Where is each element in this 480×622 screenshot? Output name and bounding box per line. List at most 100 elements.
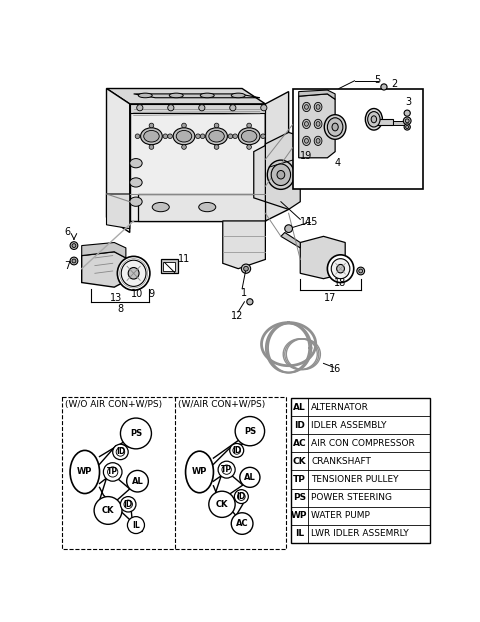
Polygon shape (299, 94, 335, 158)
Circle shape (261, 104, 267, 111)
Circle shape (381, 84, 387, 90)
Text: AC: AC (236, 519, 249, 528)
Circle shape (235, 417, 264, 446)
Text: (W/AIR CON+W/PS): (W/AIR CON+W/PS) (178, 400, 265, 409)
Ellipse shape (117, 256, 150, 290)
Text: 1: 1 (241, 287, 248, 297)
Circle shape (113, 444, 128, 460)
Ellipse shape (277, 170, 285, 179)
Bar (292, 88, 423, 188)
Text: LWR IDLER ASSEMRLY: LWR IDLER ASSEMRLY (311, 529, 409, 538)
Ellipse shape (176, 131, 192, 142)
Circle shape (94, 496, 122, 524)
Ellipse shape (130, 178, 142, 187)
Text: AL: AL (293, 402, 306, 412)
Circle shape (228, 134, 233, 139)
Circle shape (359, 269, 362, 273)
Polygon shape (107, 88, 130, 233)
Circle shape (234, 490, 248, 504)
Text: 7: 7 (65, 261, 71, 271)
Bar (374, 119, 393, 126)
Circle shape (233, 447, 240, 454)
Text: 19: 19 (300, 151, 312, 161)
Ellipse shape (121, 260, 146, 286)
Ellipse shape (314, 119, 322, 129)
Ellipse shape (304, 104, 308, 109)
Text: ID: ID (116, 447, 125, 457)
Ellipse shape (169, 93, 183, 98)
Text: CRANKSHAFT: CRANKSHAFT (311, 457, 371, 466)
Ellipse shape (331, 259, 350, 279)
Text: WP: WP (291, 511, 308, 520)
Ellipse shape (327, 118, 343, 136)
Polygon shape (133, 94, 260, 98)
Ellipse shape (271, 164, 290, 185)
Text: 11: 11 (178, 254, 190, 264)
Polygon shape (107, 194, 130, 229)
Circle shape (149, 145, 154, 149)
Circle shape (214, 145, 219, 149)
Ellipse shape (199, 202, 216, 211)
Text: PS: PS (244, 427, 256, 435)
Circle shape (135, 134, 140, 139)
Text: 16: 16 (329, 364, 341, 374)
Circle shape (70, 257, 78, 265)
Circle shape (405, 119, 409, 123)
Ellipse shape (316, 104, 320, 109)
Ellipse shape (304, 139, 308, 143)
Bar (130, 104, 265, 113)
Ellipse shape (316, 122, 320, 126)
Ellipse shape (206, 128, 228, 145)
Circle shape (285, 225, 292, 233)
Text: TP: TP (107, 468, 118, 476)
Circle shape (72, 259, 76, 263)
Circle shape (168, 104, 174, 111)
Circle shape (200, 134, 205, 139)
Ellipse shape (186, 451, 214, 493)
Circle shape (196, 134, 200, 139)
Circle shape (209, 491, 235, 518)
Text: 5: 5 (374, 75, 381, 85)
Text: 18: 18 (335, 277, 347, 287)
Polygon shape (107, 88, 265, 104)
Circle shape (181, 123, 186, 128)
Ellipse shape (327, 255, 354, 282)
Ellipse shape (336, 264, 345, 273)
Circle shape (222, 465, 231, 475)
Text: AL: AL (132, 476, 144, 486)
Text: 9: 9 (148, 289, 155, 299)
Ellipse shape (332, 123, 338, 131)
Circle shape (233, 134, 238, 139)
Ellipse shape (70, 450, 99, 493)
Text: WP: WP (192, 468, 207, 476)
Circle shape (120, 496, 136, 512)
Text: 12: 12 (230, 312, 243, 322)
Ellipse shape (302, 119, 311, 129)
Text: WP: WP (77, 468, 93, 476)
Text: 4: 4 (335, 158, 340, 168)
Ellipse shape (238, 128, 260, 145)
Bar (61, 396, 286, 549)
Ellipse shape (371, 116, 377, 123)
Text: 8: 8 (118, 305, 123, 315)
Circle shape (218, 461, 235, 478)
Circle shape (199, 104, 205, 111)
Text: POWER STEERING: POWER STEERING (311, 493, 392, 502)
Circle shape (116, 448, 125, 456)
Circle shape (127, 470, 148, 492)
Ellipse shape (231, 93, 245, 98)
Ellipse shape (368, 111, 380, 127)
Circle shape (120, 418, 152, 449)
Polygon shape (82, 243, 126, 258)
Ellipse shape (324, 114, 346, 139)
Circle shape (163, 134, 168, 139)
Polygon shape (265, 132, 300, 210)
Circle shape (231, 513, 253, 534)
Text: TP: TP (293, 475, 306, 484)
Text: ID: ID (232, 446, 241, 455)
Ellipse shape (302, 136, 311, 146)
Circle shape (103, 463, 122, 481)
Ellipse shape (304, 122, 308, 126)
Ellipse shape (152, 202, 169, 211)
Ellipse shape (314, 136, 322, 146)
